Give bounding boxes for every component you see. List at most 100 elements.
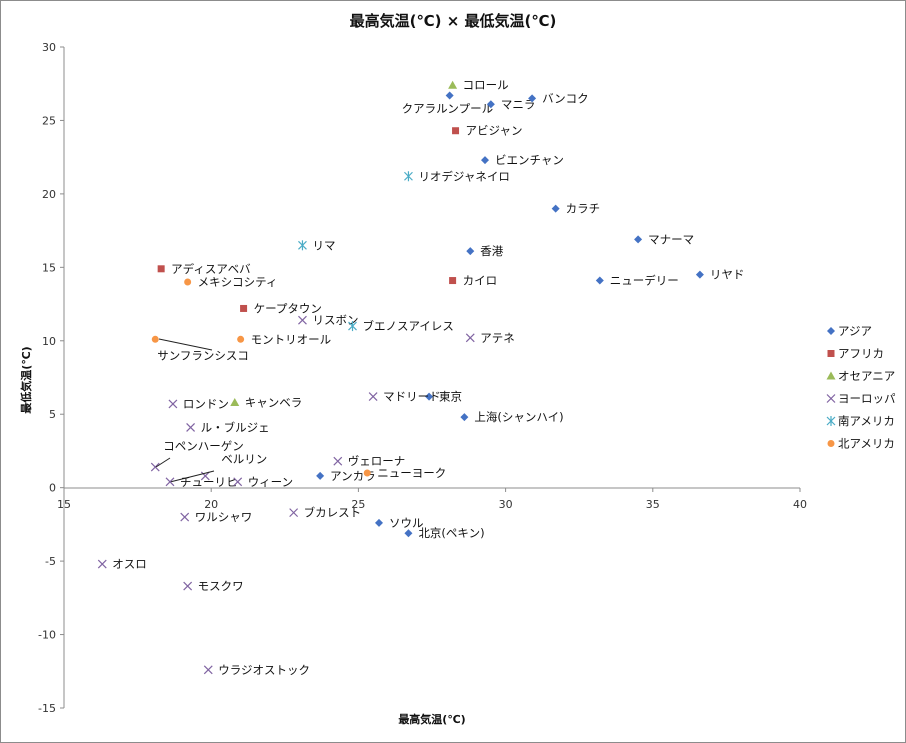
data-point bbox=[452, 127, 460, 135]
x-tick-label: 15 bbox=[57, 498, 71, 511]
y-tick-label: -15 bbox=[38, 702, 56, 715]
data-label: コロール bbox=[463, 78, 509, 92]
data-label: ロンドン bbox=[183, 397, 229, 411]
legend-label: 南アメリカ bbox=[838, 414, 895, 428]
data-point bbox=[97, 559, 107, 569]
data-label: サンフランシスコ bbox=[157, 348, 249, 362]
data-label: ベルリン bbox=[221, 452, 267, 466]
data-point bbox=[486, 100, 495, 109]
data-label: ウィーン bbox=[248, 475, 293, 489]
data-point bbox=[184, 278, 192, 286]
data-label: モスクワ bbox=[198, 579, 244, 593]
legend-marker bbox=[827, 350, 835, 357]
legend-marker bbox=[827, 327, 835, 335]
y-tick-label: 10 bbox=[42, 335, 56, 348]
data-point bbox=[404, 529, 413, 538]
y-tick-label: 5 bbox=[49, 408, 56, 421]
data-label: リスボン bbox=[312, 313, 358, 327]
data-label: メキシコシティ bbox=[198, 275, 278, 289]
leader-line bbox=[155, 457, 171, 468]
legend-marker bbox=[827, 440, 835, 447]
data-label: 東京 bbox=[439, 390, 462, 404]
data-point bbox=[203, 665, 213, 675]
data-point bbox=[151, 335, 159, 343]
data-label: クアラルンプール bbox=[402, 101, 493, 115]
data-label: リオデジャネイロ bbox=[418, 169, 509, 183]
data-label: キャンベラ bbox=[245, 395, 303, 409]
data-label: アビジャン bbox=[466, 124, 523, 138]
legend-label: オセアニア bbox=[838, 369, 895, 383]
data-point bbox=[150, 462, 160, 472]
legend-marker bbox=[826, 416, 836, 426]
data-point bbox=[316, 471, 325, 480]
data-label: ブカレスト bbox=[304, 506, 362, 520]
y-tick-label: 20 bbox=[42, 188, 56, 201]
data-point bbox=[460, 413, 469, 422]
data-point bbox=[333, 456, 343, 466]
data-point bbox=[157, 265, 165, 273]
data-point bbox=[375, 518, 384, 527]
data-label: チューリヒ bbox=[180, 475, 238, 489]
data-point bbox=[634, 235, 643, 244]
data-label: マドリード bbox=[383, 390, 441, 404]
data-point bbox=[363, 469, 371, 477]
data-point bbox=[465, 333, 475, 343]
data-point bbox=[551, 204, 560, 213]
data-point bbox=[168, 399, 178, 409]
y-tick-label: -10 bbox=[38, 629, 56, 642]
data-point bbox=[466, 247, 475, 256]
data-label: モントリオール bbox=[251, 332, 332, 346]
data-point bbox=[289, 508, 299, 518]
data-label: 上海(シャンハイ) bbox=[474, 410, 563, 424]
data-label: カラチ bbox=[566, 202, 601, 216]
data-point bbox=[404, 171, 413, 182]
data-label: ソウル bbox=[389, 516, 424, 530]
data-point bbox=[348, 321, 357, 332]
chart-title: 最高気温(℃) × 最低気温(℃) bbox=[349, 12, 557, 30]
x-tick-label: 25 bbox=[351, 498, 365, 511]
data-point bbox=[183, 581, 193, 591]
data-label: マナーマ bbox=[648, 232, 694, 246]
data-point bbox=[528, 94, 537, 103]
legend-label: ヨーロッパ bbox=[838, 392, 896, 406]
x-tick-label: 40 bbox=[793, 498, 807, 511]
data-label: リマ bbox=[312, 238, 335, 252]
data-label: 香港 bbox=[480, 244, 503, 258]
data-label: バンコク bbox=[542, 91, 589, 105]
y-tick-label: 25 bbox=[42, 114, 56, 127]
data-label: オスロ bbox=[112, 557, 147, 571]
data-label: ウラジオストック bbox=[218, 663, 310, 677]
leader-line bbox=[158, 338, 213, 351]
x-tick-label: 20 bbox=[204, 498, 218, 511]
data-point bbox=[480, 156, 489, 165]
x-tick-label: 30 bbox=[499, 498, 513, 511]
data-point bbox=[448, 80, 458, 89]
leader-line bbox=[169, 470, 215, 483]
data-label: ビエンチャン bbox=[495, 153, 564, 167]
data-label: アテネ bbox=[480, 331, 514, 345]
data-label: ブエノスアイレス bbox=[363, 319, 454, 333]
data-label: ワルシャワ bbox=[195, 510, 253, 524]
data-point bbox=[180, 512, 190, 522]
data-point bbox=[445, 91, 454, 100]
data-label: アディスアベバ bbox=[171, 262, 251, 276]
data-point bbox=[298, 315, 307, 325]
legend-marker bbox=[826, 371, 836, 380]
data-point bbox=[200, 471, 210, 481]
data-label: リヤド bbox=[710, 268, 745, 282]
data-label: 北京(ペキン) bbox=[418, 526, 484, 540]
data-point bbox=[230, 397, 240, 406]
legend-label: アジア bbox=[838, 324, 872, 338]
data-point bbox=[240, 304, 248, 312]
y-tick-label: 0 bbox=[49, 482, 56, 495]
data-label: ル・ブルジェ bbox=[201, 420, 270, 434]
data-point bbox=[425, 392, 434, 401]
data-point bbox=[237, 335, 245, 343]
data-label: ケープタウン bbox=[254, 301, 322, 315]
data-point bbox=[233, 477, 243, 487]
data-point bbox=[695, 270, 704, 279]
data-point bbox=[449, 277, 457, 285]
data-label: ニューヨーク bbox=[377, 466, 446, 480]
